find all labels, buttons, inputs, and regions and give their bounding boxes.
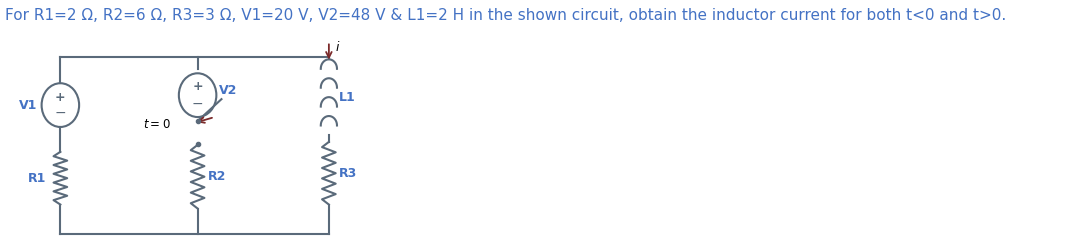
- Text: +: +: [192, 80, 203, 93]
- Text: −: −: [192, 97, 203, 111]
- Text: R3: R3: [339, 167, 358, 180]
- Text: For R1=2 Ω, R2=6 Ω, R3=3 Ω, V1=20 V, V2=48 V & L1=2 H in the shown circuit, obta: For R1=2 Ω, R2=6 Ω, R3=3 Ω, V1=20 V, V2=…: [5, 8, 1006, 23]
- Text: V1: V1: [19, 99, 37, 112]
- Text: $t=0$: $t=0$: [143, 119, 170, 131]
- Text: $i$: $i$: [335, 41, 340, 54]
- Text: −: −: [55, 106, 67, 120]
- Text: R2: R2: [208, 170, 226, 183]
- Text: L1: L1: [339, 91, 356, 104]
- Text: V2: V2: [219, 84, 238, 97]
- Text: +: +: [55, 91, 65, 104]
- Text: R1: R1: [27, 172, 46, 185]
